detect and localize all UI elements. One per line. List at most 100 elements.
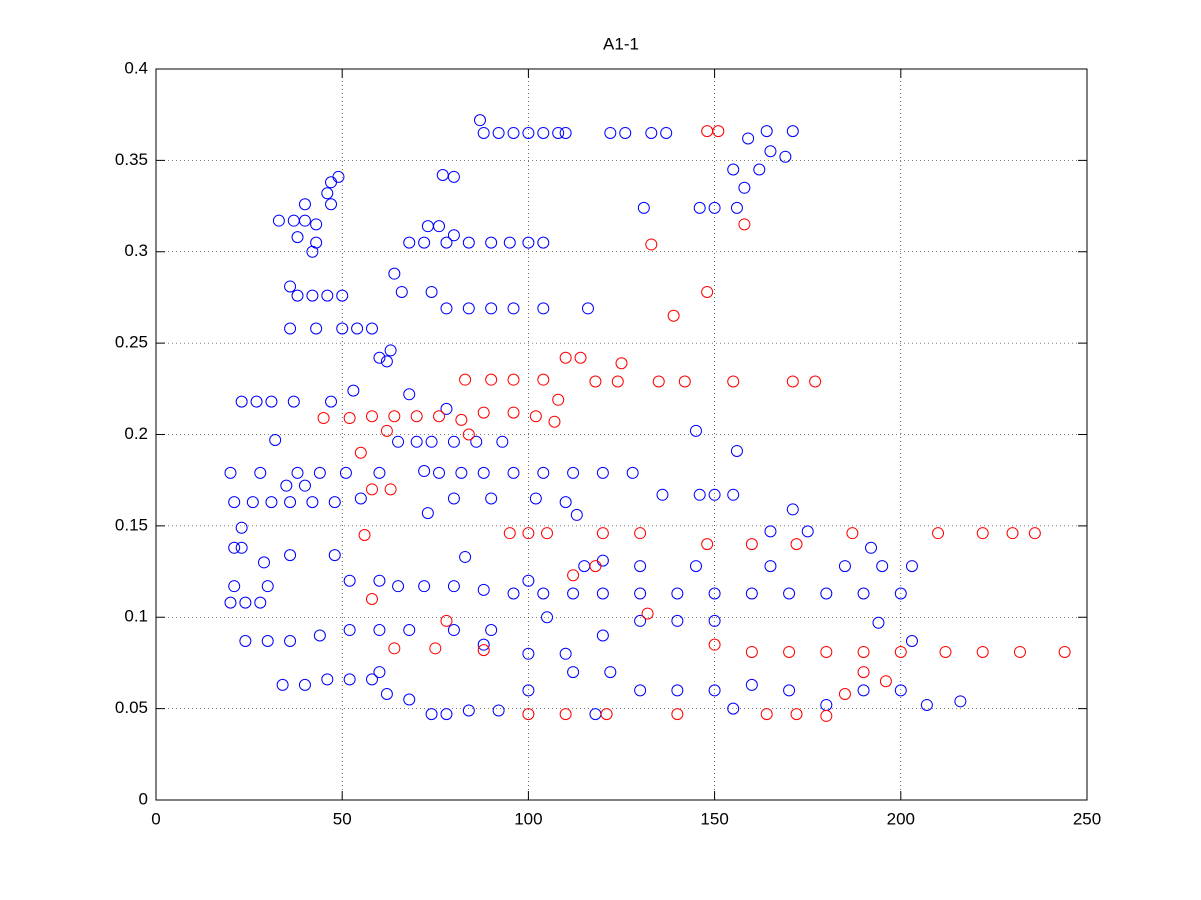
scatter-point bbox=[343, 574, 356, 587]
scatter-point bbox=[872, 616, 885, 629]
scatter-point bbox=[745, 678, 758, 691]
scatter-point bbox=[876, 560, 889, 573]
scatter-point bbox=[455, 466, 468, 479]
scatter-point bbox=[388, 642, 401, 655]
scatter-point bbox=[507, 373, 520, 386]
scatter-point bbox=[779, 150, 792, 163]
scatter-point bbox=[1028, 527, 1041, 540]
scatter-point bbox=[373, 666, 386, 679]
scatter-point bbox=[425, 708, 438, 721]
scatter-point bbox=[522, 647, 535, 660]
scatter-point bbox=[235, 521, 248, 534]
scatter-point bbox=[447, 435, 460, 448]
scatter-point bbox=[678, 375, 691, 388]
scatter-point bbox=[235, 395, 248, 408]
scatter-point bbox=[559, 351, 572, 364]
scatter-point bbox=[403, 624, 416, 637]
scatter-point bbox=[641, 607, 654, 620]
scatter-point bbox=[634, 587, 647, 600]
scatter-point bbox=[462, 428, 475, 441]
scatter-point bbox=[764, 145, 777, 158]
scatter-point bbox=[596, 629, 609, 642]
scatter-point bbox=[228, 580, 241, 593]
scatter-point bbox=[503, 236, 516, 249]
scatter-point bbox=[857, 645, 870, 658]
y-tick-label: 0.1 bbox=[124, 607, 148, 626]
scatter-point bbox=[541, 611, 554, 624]
scatter-point bbox=[358, 529, 371, 542]
scatter-point bbox=[328, 496, 341, 509]
scatter-point bbox=[693, 201, 706, 214]
scatter-point bbox=[671, 708, 684, 721]
scatter-point bbox=[760, 125, 773, 138]
scatter-point bbox=[727, 702, 740, 715]
scatter-point bbox=[570, 508, 583, 521]
scatter-point bbox=[418, 580, 431, 593]
scatter-point bbox=[548, 415, 561, 428]
scatter-point bbox=[634, 527, 647, 540]
scatter-point bbox=[421, 507, 434, 520]
scatter-point bbox=[477, 583, 490, 596]
x-tick-label: 0 bbox=[151, 809, 160, 828]
scatter-point bbox=[447, 170, 460, 183]
scatter-point bbox=[492, 704, 505, 717]
chart-title: A1-1 bbox=[603, 34, 639, 53]
scatter-point bbox=[954, 695, 967, 708]
scatter-point bbox=[645, 126, 658, 139]
scatter-point bbox=[667, 309, 680, 322]
scatter-point bbox=[228, 496, 241, 509]
scatter-point bbox=[254, 596, 267, 609]
scatter-point bbox=[645, 238, 658, 251]
scatter-point bbox=[418, 236, 431, 249]
scatter-point bbox=[332, 170, 345, 183]
scatter-point bbox=[298, 198, 311, 211]
scatter-point bbox=[388, 267, 401, 280]
scatter-point bbox=[291, 289, 304, 302]
scatter-point bbox=[634, 684, 647, 697]
scatter-point bbox=[492, 126, 505, 139]
scatter-point bbox=[392, 580, 405, 593]
scatter-point bbox=[485, 624, 498, 637]
scatter-point bbox=[708, 684, 721, 697]
scatter-point bbox=[652, 375, 665, 388]
scatter-point bbox=[272, 214, 285, 227]
scatter-point bbox=[496, 435, 509, 448]
scatter-point bbox=[820, 587, 833, 600]
scatter-point bbox=[790, 538, 803, 551]
scatter-point bbox=[634, 614, 647, 627]
scatter-point bbox=[559, 496, 572, 509]
scatter-point bbox=[708, 587, 721, 600]
scatter-point bbox=[317, 412, 330, 425]
scatter-point bbox=[905, 560, 918, 573]
scatter-point bbox=[447, 229, 460, 242]
scatter-point bbox=[671, 684, 684, 697]
scatter-point bbox=[656, 488, 669, 501]
scatter-point bbox=[809, 375, 822, 388]
scatter-point bbox=[343, 412, 356, 425]
y-tick-label: 0.2 bbox=[124, 424, 148, 443]
scatter-point bbox=[373, 574, 386, 587]
scatter-point bbox=[857, 684, 870, 697]
y-tick-label: 0.25 bbox=[115, 333, 148, 352]
scatter-point bbox=[745, 645, 758, 658]
scatter-point bbox=[905, 635, 918, 648]
scatter-point bbox=[284, 496, 297, 509]
scatter-point bbox=[507, 302, 520, 315]
scatter-point bbox=[347, 384, 360, 397]
scatter-point bbox=[615, 357, 628, 370]
scatter-point bbox=[403, 236, 416, 249]
scatter-point bbox=[392, 435, 405, 448]
scatter-point bbox=[380, 424, 393, 437]
scatter-point bbox=[265, 395, 278, 408]
scatter-point bbox=[879, 675, 892, 688]
scatter-point bbox=[336, 322, 349, 335]
scatter-point bbox=[433, 466, 446, 479]
scatter-point bbox=[689, 560, 702, 573]
scatter-point bbox=[537, 236, 550, 249]
scatter-point bbox=[429, 642, 442, 655]
scatter-point bbox=[507, 406, 520, 419]
scatter-point bbox=[343, 624, 356, 637]
scatter-point bbox=[440, 708, 453, 721]
y-tick-label: 0.4 bbox=[124, 58, 148, 77]
scatter-point bbox=[838, 688, 851, 701]
